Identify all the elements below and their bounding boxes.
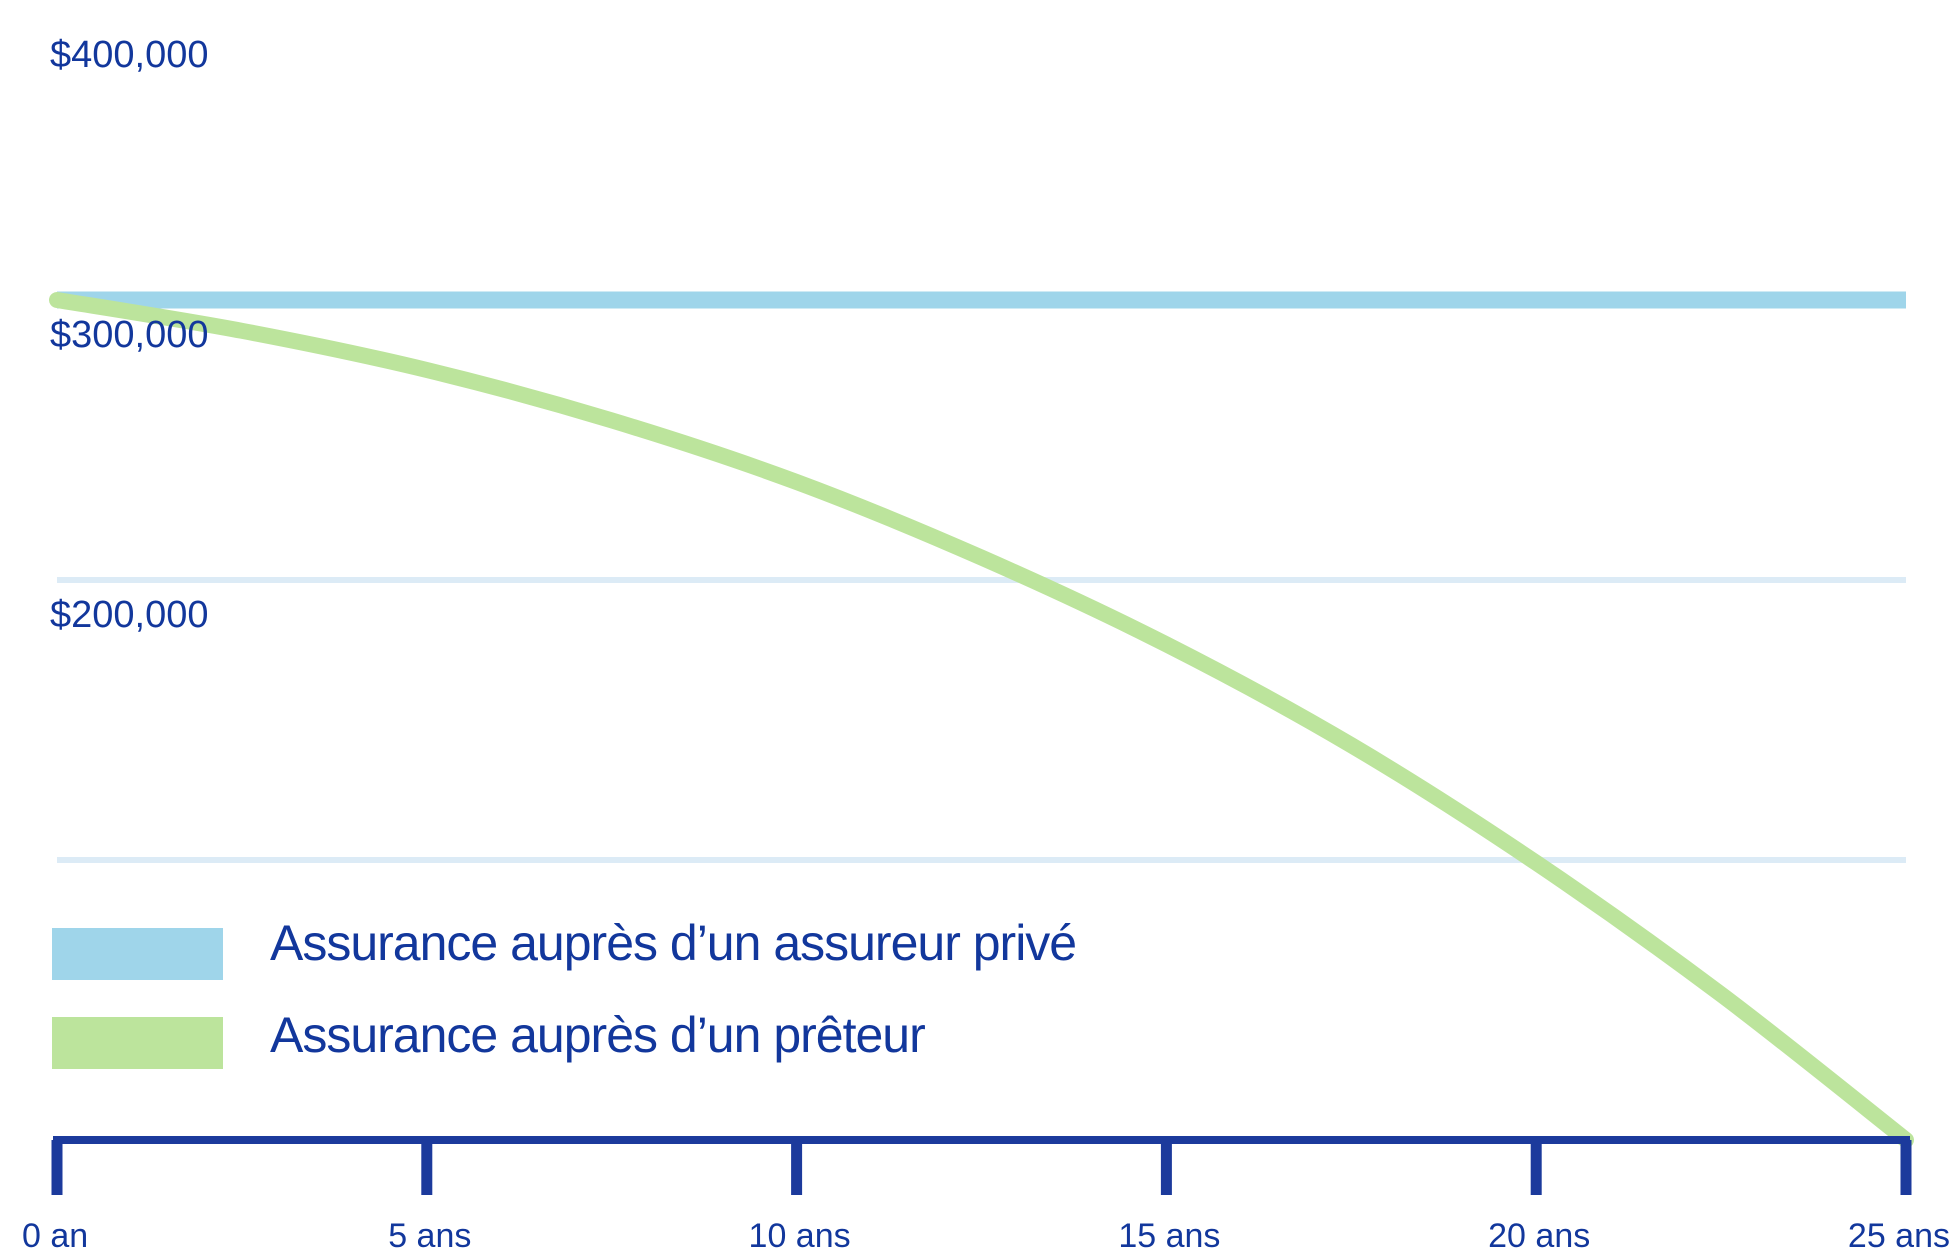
legend-swatch-lender [52,1017,223,1069]
y-tick-label: $300,000 [50,314,209,356]
gridlines [57,297,1906,863]
y-tick-label: $400,000 [50,34,209,76]
x-tick-label: 20 ans [1488,1217,1590,1255]
x-tick-label: 0 an [22,1217,88,1255]
x-tick-label: 15 ans [1118,1217,1220,1255]
x-tick-label: 10 ans [749,1217,851,1255]
legend-label-private-insurer: Assurance auprès d’un assureur privé [270,915,1076,971]
x-tick-label: 25 ans [1848,1217,1950,1255]
legend: Assurance auprès d’un assureur privé Ass… [52,915,1077,1069]
legend-swatch-private-insurer [52,928,223,980]
y-tick-label: $200,000 [50,594,209,636]
legend-label-lender: Assurance auprès d’un prêteur [270,1007,925,1063]
y-axis: $400,000 $300,000 $200,000 [50,34,209,636]
series-line-lender [49,292,1914,1148]
series-lines [49,291,1914,1148]
x-axis: 0 an 5 ans 10 ans 15 ans 20 ans 25 ans [22,1136,1950,1255]
x-tick-label: 5 ans [388,1217,471,1255]
